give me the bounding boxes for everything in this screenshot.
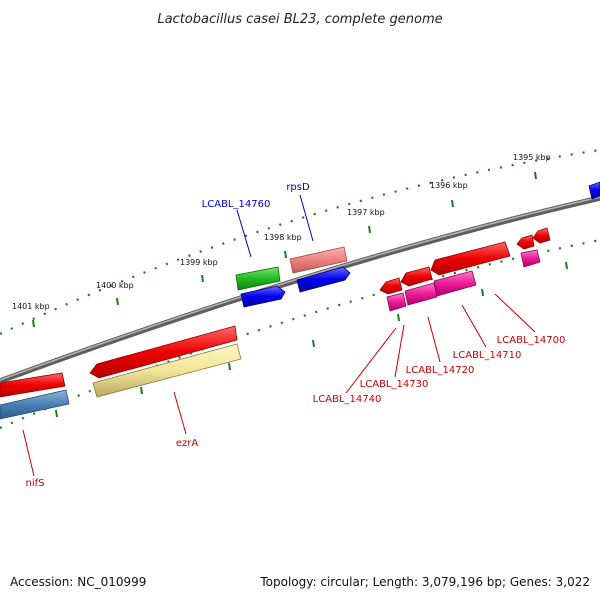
genome-info-text: Topology: circular; Length: 3,079,196 bp… [259, 575, 590, 589]
gene-blue-edge[interactable] [588, 181, 600, 200]
genome-backbone-highlight [0, 196, 600, 381]
gene-lcabl-14760[interactable] [235, 266, 281, 291]
gene-label-rpsD: rpsD [286, 182, 310, 193]
gene-nifS[interactable] [0, 389, 70, 420]
gene-pink-4[interactable] [520, 249, 541, 268]
gene-pink-1[interactable] [386, 292, 407, 312]
tick-label-1396: 1396 kbp [430, 181, 468, 190]
outer-major-ticks [32, 171, 537, 328]
gene-lcabl-14700[interactable] [430, 241, 511, 276]
tick-label-1398: 1398 kbp [264, 233, 302, 242]
accession-text: Accession: NC_010999 [10, 575, 146, 589]
gene-left-red[interactable] [0, 372, 66, 398]
tick-label-1397: 1397 kbp [347, 208, 385, 217]
gene-label-lcabl-14710: LCABL_14710 [453, 350, 522, 361]
gene-label-lcabl-14740: LCABL_14740 [313, 394, 382, 405]
leader-lines [22, 194, 536, 477]
gene-pink-3[interactable] [433, 270, 477, 297]
gene-ezrA-lower[interactable] [92, 343, 242, 398]
gene-label-lcabl-14760: LCABL_14760 [202, 199, 271, 210]
gene-blue-1[interactable] [240, 285, 286, 308]
tick-label-1401: 1401 kbp [12, 302, 50, 311]
gene-ezrA[interactable] [89, 325, 238, 379]
gene-label-ezrA: ezrA [176, 438, 199, 449]
gene-lcabl-14740[interactable] [379, 277, 403, 295]
gene-rpsD[interactable] [289, 246, 348, 274]
gene-pink-2[interactable] [404, 282, 438, 306]
gene-lcabl-14710[interactable] [400, 266, 433, 287]
tick-label-1395: 1395 kbp [513, 153, 551, 162]
gene-label-lcabl-14730: LCABL_14730 [360, 379, 429, 390]
tick-label-1400: 1400 kbp [96, 281, 134, 290]
tick-label-1399: 1399 kbp [180, 258, 218, 267]
map-title: Lactobacillus casei BL23, complete genom… [157, 12, 442, 27]
inner-major-ticks [55, 261, 568, 418]
gene-small-red-1[interactable] [516, 234, 535, 250]
outer-ruler [0, 148, 600, 335]
gene-label-lcabl-14700: LCABL_14700 [497, 335, 566, 346]
gene-label-nifS: nifS [26, 478, 45, 489]
gene-blue-2[interactable] [296, 266, 351, 293]
gene-small-red-2[interactable] [532, 227, 551, 244]
gene-label-lcabl-14720: LCABL_14720 [406, 365, 475, 376]
